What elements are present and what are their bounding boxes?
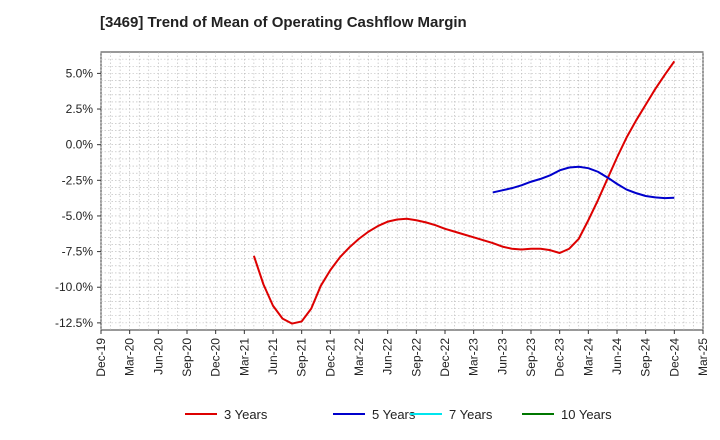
series-line-3-years <box>252 60 676 325</box>
x-tick-label: Sep-23 <box>524 338 538 377</box>
x-tick-label: Dec-21 <box>323 338 337 377</box>
x-tick-label: Mar-23 <box>467 338 481 376</box>
x-tick-label: Jun-21 <box>266 338 280 375</box>
series-line-5-years <box>492 165 675 200</box>
chart-title: [3469] Trend of Mean of Operating Cashfl… <box>100 14 467 31</box>
x-tick-label: Sep-21 <box>295 338 309 377</box>
y-tick-label: -5.0% <box>62 209 94 223</box>
x-tick-label: Mar-20 <box>123 338 137 376</box>
y-tick-label: 5.0% <box>66 66 94 80</box>
y-axis-ticks: 5.0% 2.5% 0.0% -2.5% -5.0% -7.5% -10.0% -12.5% <box>55 66 101 330</box>
x-tick-label: Jun-20 <box>151 338 165 375</box>
legend: 3 Years 5 Years 7 Years 10 Years <box>185 407 612 422</box>
x-tick-label: Jun-24 <box>610 338 624 375</box>
y-tick-label: -10.0% <box>55 280 93 294</box>
x-tick-label: Mar-24 <box>581 338 595 376</box>
y-tick-label: -7.5% <box>62 245 94 259</box>
y-tick-label: -12.5% <box>55 316 93 330</box>
x-tick-label: Jun-23 <box>495 338 509 375</box>
x-tick-label: Dec-23 <box>553 338 567 377</box>
x-tick-label: Dec-20 <box>209 338 223 377</box>
x-tick-label: Jun-22 <box>381 338 395 375</box>
legend-label: 3 Years <box>224 407 268 422</box>
grid-lines <box>100 52 704 330</box>
plot-area <box>100 51 704 331</box>
legend-label: 7 Years <box>449 407 493 422</box>
x-tick-label: Dec-22 <box>438 338 452 377</box>
x-tick-label: Dec-24 <box>667 338 681 377</box>
y-tick-label: -2.5% <box>62 173 94 187</box>
x-tick-label: Mar-25 <box>696 338 710 376</box>
y-tick-label: 2.5% <box>66 102 94 116</box>
x-tick-label: Sep-24 <box>639 338 653 377</box>
x-tick-label: Dec-19 <box>94 338 108 377</box>
x-tick-label: Mar-21 <box>237 338 251 376</box>
x-tick-label: Sep-22 <box>409 338 423 377</box>
x-tick-label: Sep-20 <box>180 338 194 377</box>
x-axis-ticks: Dec-19 Mar-20 Jun-20 Sep-20 Dec-20 Mar-21 Jun-… <box>94 330 710 377</box>
legend-label: 10 Years <box>561 407 612 422</box>
y-tick-label: 0.0% <box>66 138 94 152</box>
legend-label: 5 Years <box>372 407 416 422</box>
x-tick-label: Mar-22 <box>352 338 366 376</box>
series-lines <box>252 60 676 325</box>
